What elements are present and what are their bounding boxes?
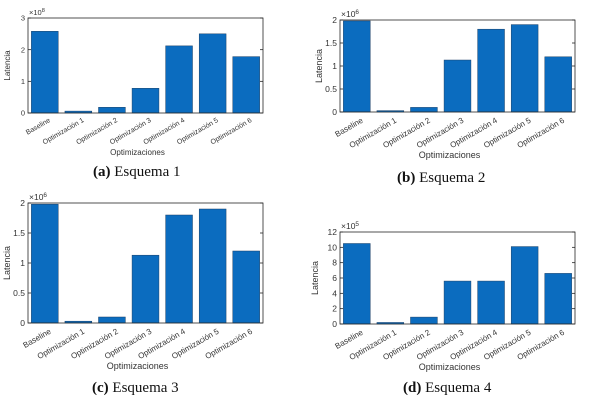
bar-opt-6 (232, 250, 260, 324)
bar-opt-5 (198, 208, 227, 324)
caption-a: (a) Esquema 1 (93, 164, 180, 181)
y-tick-label: 1.5 (325, 38, 337, 48)
y-tick-label: 6 (332, 273, 337, 283)
y-exponent-power: 8 (42, 8, 45, 14)
y-tick-label: 1.5 (13, 228, 25, 238)
bar-opt-6 (544, 56, 572, 113)
bar-opt-6 (544, 273, 572, 325)
bar-baseline (31, 203, 59, 324)
y-tick-label: 1 (21, 77, 25, 86)
y-exponent-power: 5 (355, 221, 359, 228)
bar-opt-3 (131, 88, 160, 114)
caption-a-letter: (a) (93, 164, 111, 180)
y-axis-label: Latencia (314, 49, 324, 83)
y-tick-label: 0 (332, 319, 337, 329)
bar-opt-5 (510, 246, 539, 325)
y-tick-label: 3 (21, 14, 25, 23)
bar-opt-3 (443, 280, 472, 325)
caption-b-letter: (b) (397, 170, 416, 186)
caption-c-text: Esquema 3 (112, 380, 179, 396)
bar-baseline (343, 243, 371, 325)
y-exponent-label: ×106 (29, 192, 47, 202)
x-tick-label: Baseline (25, 117, 52, 137)
y-tick-label: 0.5 (13, 288, 25, 298)
y-tick-label: 1 (20, 258, 25, 268)
bar-opt-6 (232, 56, 260, 114)
bar-baseline (343, 20, 371, 113)
y-tick-label: 2 (21, 45, 25, 54)
x-axis-label: Optimizaciones (419, 150, 481, 160)
bar-opt-3 (131, 254, 160, 324)
y-tick-label: 0 (20, 318, 25, 328)
x-axis-label: Optimizaciones (110, 148, 165, 157)
caption-d: (d) Esquema 4 (403, 380, 491, 397)
x-axis-label: Optimizaciones (107, 361, 169, 371)
bar-baseline (31, 31, 59, 114)
bar-opt-5 (198, 33, 227, 114)
y-axis-label: Latencia (2, 246, 12, 280)
caption-d-letter: (d) (403, 380, 422, 396)
y-tick-label: 0 (332, 107, 337, 117)
y-tick-label: 1 (332, 61, 337, 71)
y-axis-label: Latencia (310, 261, 320, 295)
bar-opt-4 (477, 280, 505, 325)
y-tick-label: 2 (332, 304, 337, 314)
y-exponent-label: ×106 (341, 9, 359, 19)
y-axis-label: Latencia (3, 50, 12, 81)
bar-opt-4 (165, 214, 193, 324)
bar-opt-4 (165, 45, 193, 114)
y-tick-label: 4 (332, 288, 337, 298)
y-tick-label: 8 (332, 258, 337, 268)
caption-b: (b) Esquema 2 (397, 170, 485, 187)
y-tick-label: 10 (328, 242, 338, 252)
y-tick-label: 2 (20, 198, 25, 208)
y-tick-label: 0 (21, 109, 25, 118)
bar-opt-2 (98, 107, 126, 114)
axes-box (27, 17, 264, 114)
caption-d-text: Esquema 4 (425, 380, 492, 396)
y-exponent-label: ×108 (29, 8, 45, 17)
bar-opt-2 (98, 316, 126, 324)
caption-b-text: Esquema 2 (419, 170, 486, 186)
bar-opt-3 (443, 59, 472, 113)
y-tick-label: 12 (328, 227, 338, 237)
y-exponent-label: ×105 (341, 221, 359, 231)
y-exponent-power: 6 (355, 9, 359, 16)
x-axis-label: Optimizaciones (419, 362, 481, 372)
caption-c-letter: (c) (92, 380, 109, 396)
y-exponent-power: 6 (43, 192, 47, 199)
bar-opt-2 (410, 316, 438, 325)
bar-opt-2 (410, 107, 438, 113)
y-tick-label: 0.5 (325, 84, 337, 94)
caption-a-text: Esquema 1 (114, 164, 181, 180)
caption-c: (c) Esquema 3 (92, 380, 179, 397)
bar-opt-5 (510, 24, 539, 113)
y-tick-label: 2 (332, 15, 337, 25)
bar-opt-4 (477, 28, 505, 113)
